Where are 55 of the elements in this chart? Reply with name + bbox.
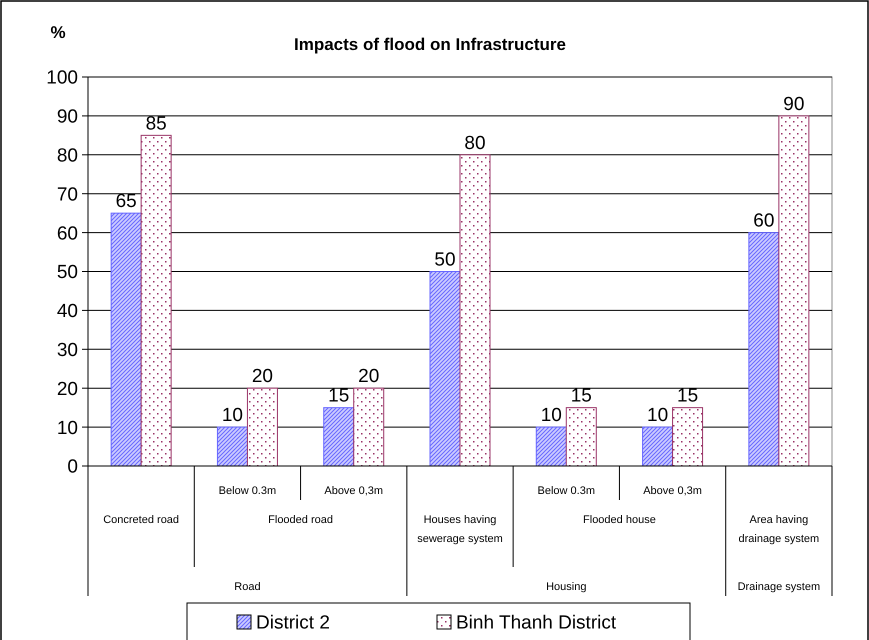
x-tick-label: Above 0,3m <box>324 485 384 497</box>
y-tick-label: 30 <box>56 340 78 361</box>
chart-title: Impacts of flood on Infrastructure <box>294 35 566 54</box>
data-label: 90 <box>783 94 804 115</box>
bar <box>460 154 490 466</box>
bar <box>672 407 704 466</box>
bar <box>140 134 172 466</box>
y-tick-label: 20 <box>56 378 78 400</box>
x-tick-label: Below 0.3m <box>218 485 276 497</box>
text: Housing <box>546 581 586 593</box>
text: Drainage system <box>738 581 820 593</box>
y-tick-label: 40 <box>56 301 78 322</box>
data-label: 20 <box>252 366 273 388</box>
bar <box>778 115 810 466</box>
y-axis-title: % <box>50 23 66 42</box>
y-tick-label: 100 <box>46 68 78 89</box>
data-label: 65 <box>116 191 137 212</box>
bar <box>216 426 248 466</box>
data-label: 60 <box>753 210 774 232</box>
bar <box>323 407 354 466</box>
data-label: 80 <box>464 132 486 154</box>
x-tick-label: Above 0,3m <box>643 485 702 497</box>
y-tick-label: 90 <box>56 106 78 128</box>
bar <box>536 426 567 466</box>
bar <box>748 232 780 466</box>
bar <box>246 388 278 466</box>
y-tick-label: 60 <box>56 223 78 244</box>
text: Flooded road <box>268 514 333 526</box>
text: Flooded house <box>583 514 656 526</box>
data-label: 85 <box>146 113 167 134</box>
bar <box>430 271 460 466</box>
data-label: 10 <box>540 405 562 426</box>
y-tick-label: 10 <box>56 418 78 439</box>
legend-label: District 2 <box>256 612 330 634</box>
bar <box>110 212 142 466</box>
data-label: 10 <box>222 405 243 426</box>
y-tick-label: 70 <box>56 184 78 206</box>
bar <box>566 407 597 466</box>
x-tick-label: Concreted road <box>103 514 180 526</box>
y-tick-label: 50 <box>56 262 78 284</box>
x-tick-label: Houses having sewerage system <box>417 514 503 545</box>
y-tick-label: 80 <box>56 145 78 166</box>
y-tick-label: 0 <box>67 456 78 478</box>
data-label: 15 <box>677 386 698 407</box>
data-label: 15 <box>570 386 592 407</box>
x-tick-label: Below 0.3m <box>538 485 596 497</box>
x-tick-label: Area having drainage system <box>738 514 820 545</box>
data-label: 50 <box>434 250 456 270</box>
text: Road <box>234 581 261 593</box>
data-label: 20 <box>358 366 380 388</box>
bar <box>642 426 674 466</box>
legend-label: Binh Thanh District <box>456 612 617 634</box>
data-label: 15 <box>328 386 350 407</box>
data-label: 10 <box>647 405 668 426</box>
bar <box>353 388 384 466</box>
